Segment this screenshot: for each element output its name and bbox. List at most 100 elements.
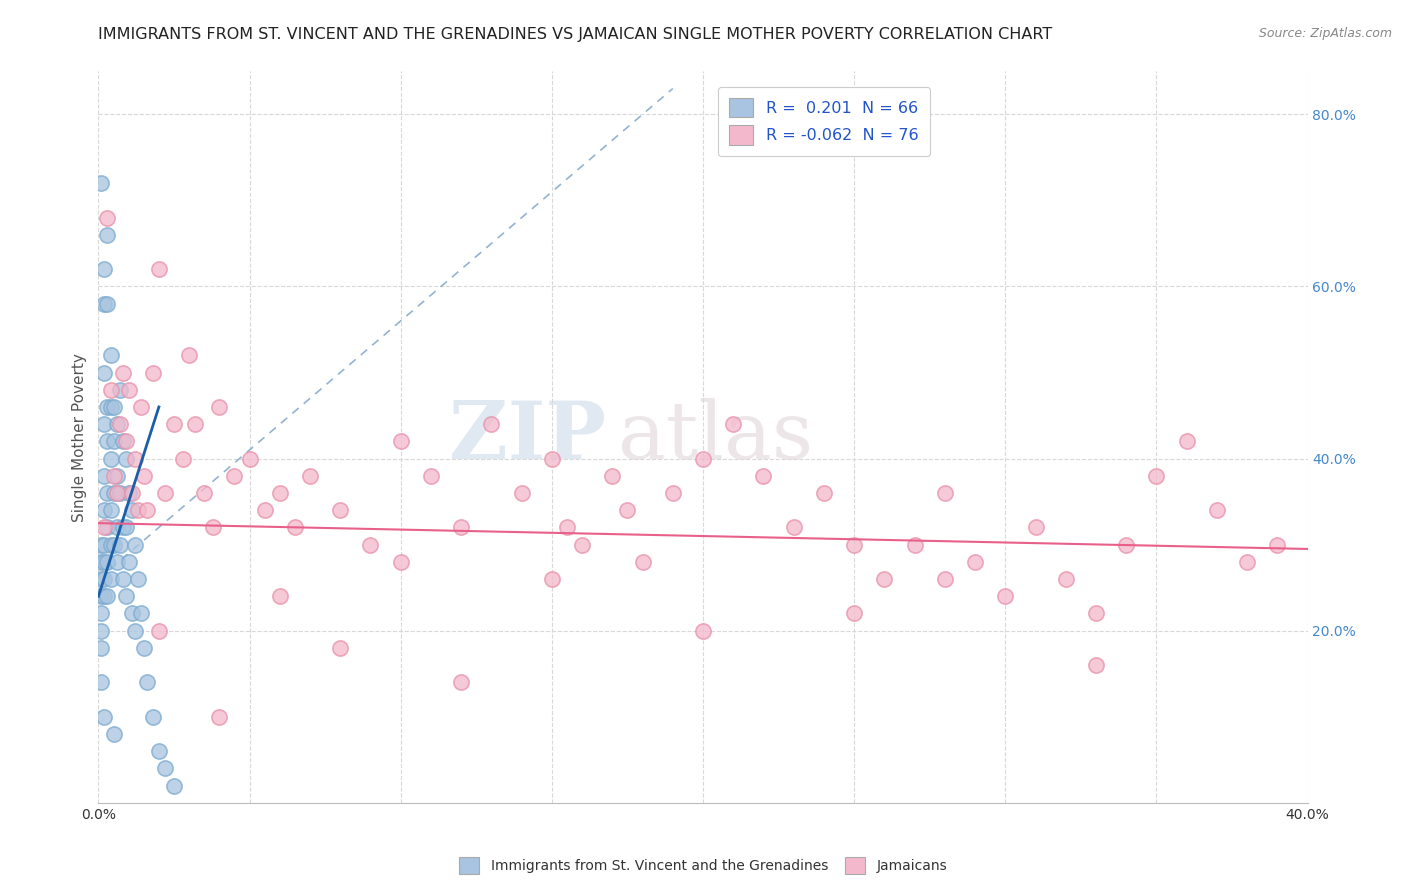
Point: [148, 624, 170, 638]
Point: [299, 468, 322, 483]
Point: [111, 434, 134, 449]
Point: [1144, 468, 1167, 483]
Point: [148, 262, 170, 277]
Point: [103, 538, 125, 552]
Point: [540, 451, 562, 466]
Point: [420, 468, 443, 483]
Point: [1085, 607, 1108, 621]
Point: [114, 589, 136, 603]
Point: [844, 607, 866, 621]
Point: [692, 451, 714, 466]
Point: [90, 607, 112, 621]
Point: [121, 503, 143, 517]
Point: [90, 555, 112, 569]
Point: [135, 675, 157, 690]
Point: [93, 572, 115, 586]
Point: [202, 520, 225, 534]
Legend: Immigrants from St. Vincent and the Grenadines, Jamaicans: Immigrants from St. Vincent and the Gren…: [451, 850, 955, 880]
Point: [124, 451, 146, 466]
Point: [873, 572, 896, 586]
Point: [904, 538, 927, 552]
Point: [540, 572, 562, 586]
Point: [616, 503, 638, 517]
Text: ZIP: ZIP: [450, 398, 606, 476]
Point: [121, 486, 143, 500]
Point: [93, 366, 115, 380]
Point: [1236, 555, 1258, 569]
Point: [692, 624, 714, 638]
Point: [510, 486, 533, 500]
Point: [602, 468, 624, 483]
Point: [90, 589, 112, 603]
Point: [96, 296, 118, 310]
Point: [127, 503, 149, 517]
Point: [153, 761, 176, 775]
Point: [100, 451, 122, 466]
Point: [148, 744, 170, 758]
Text: Source: ZipAtlas.com: Source: ZipAtlas.com: [1258, 27, 1392, 40]
Point: [389, 555, 412, 569]
Point: [90, 675, 112, 690]
Point: [124, 624, 146, 638]
Point: [114, 451, 136, 466]
Point: [96, 520, 118, 534]
Point: [179, 348, 201, 362]
Point: [844, 538, 866, 552]
Point: [1115, 538, 1137, 552]
Point: [329, 640, 352, 655]
Point: [108, 486, 131, 500]
Point: [571, 538, 593, 552]
Point: [93, 538, 115, 552]
Point: [105, 486, 128, 500]
Point: [184, 417, 207, 432]
Point: [934, 486, 956, 500]
Point: [93, 589, 115, 603]
Point: [127, 572, 149, 586]
Point: [142, 710, 165, 724]
Point: [103, 434, 125, 449]
Point: [450, 520, 472, 534]
Point: [108, 538, 131, 552]
Point: [1054, 572, 1077, 586]
Point: [118, 383, 141, 397]
Point: [1024, 520, 1046, 534]
Point: [661, 486, 683, 500]
Point: [118, 555, 141, 569]
Point: [108, 417, 131, 432]
Point: [100, 503, 122, 517]
Legend: R =  0.201  N = 66, R = -0.062  N = 76: R = 0.201 N = 66, R = -0.062 N = 76: [718, 87, 929, 156]
Point: [1267, 538, 1289, 552]
Point: [360, 538, 382, 552]
Point: [239, 451, 262, 466]
Point: [90, 538, 112, 552]
Point: [105, 520, 128, 534]
Point: [103, 727, 125, 741]
Point: [723, 417, 745, 432]
Point: [93, 468, 115, 483]
Point: [100, 572, 122, 586]
Text: atlas: atlas: [619, 398, 814, 476]
Point: [208, 400, 231, 414]
Point: [96, 486, 118, 500]
Point: [269, 589, 291, 603]
Point: [163, 417, 186, 432]
Point: [93, 417, 115, 432]
Point: [114, 520, 136, 534]
Point: [631, 555, 654, 569]
Point: [389, 434, 412, 449]
Point: [114, 434, 136, 449]
Point: [93, 262, 115, 277]
Point: [129, 400, 152, 414]
Point: [96, 400, 118, 414]
Point: [121, 607, 143, 621]
Point: [96, 227, 118, 242]
Point: [93, 296, 115, 310]
Point: [172, 451, 194, 466]
Point: [208, 710, 231, 724]
Point: [163, 779, 186, 793]
Point: [965, 555, 987, 569]
Point: [111, 572, 134, 586]
Point: [100, 400, 122, 414]
Point: [93, 710, 115, 724]
Point: [111, 366, 134, 380]
